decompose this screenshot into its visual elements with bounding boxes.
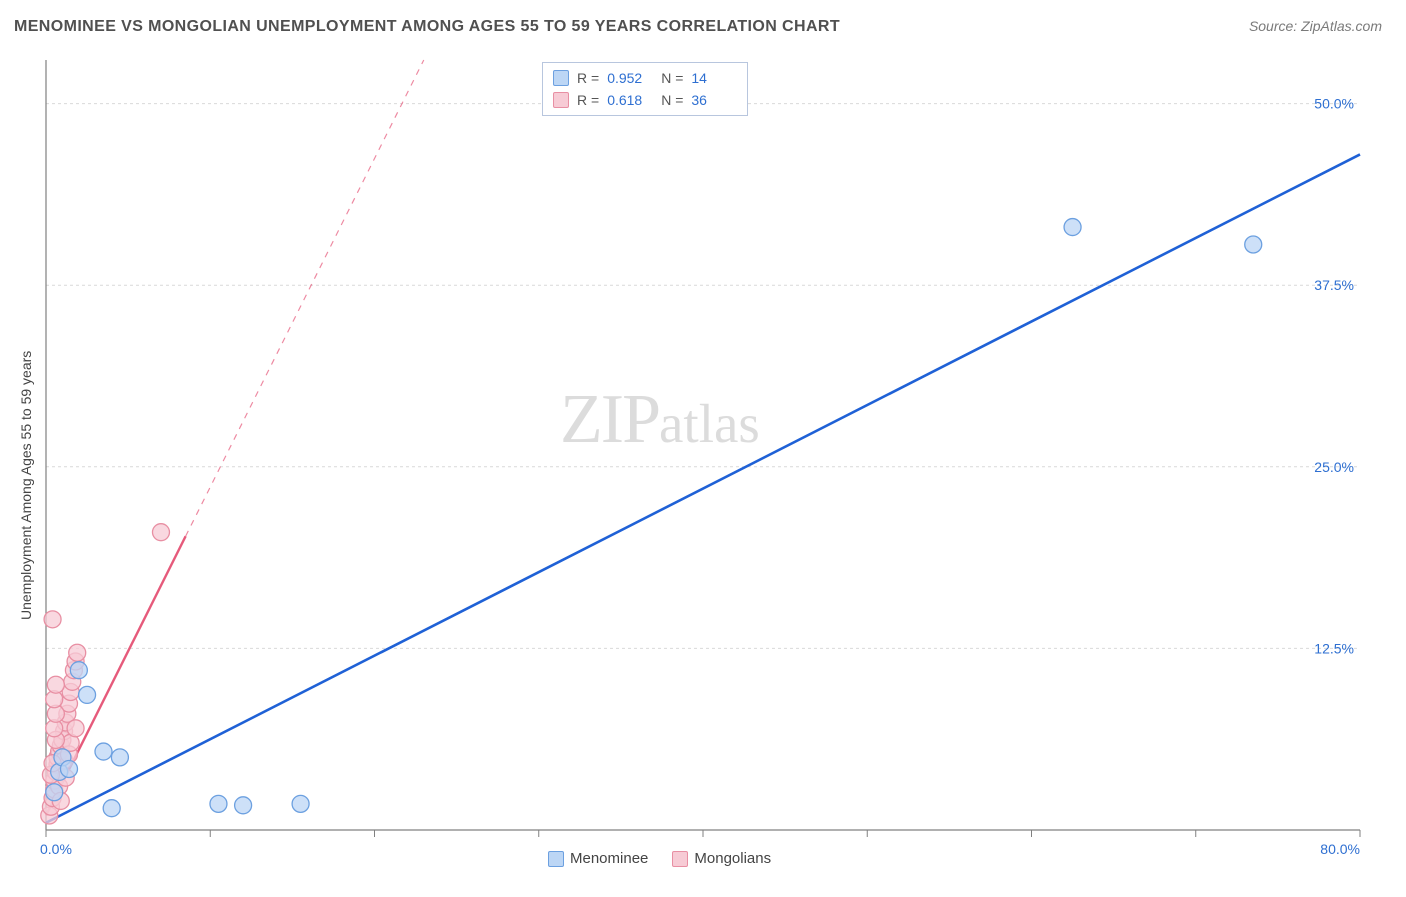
- series-legend: Menominee Mongolians: [548, 850, 771, 867]
- legend-label-mongolians: Mongolians: [694, 850, 771, 867]
- swatch-menominee: [553, 70, 569, 86]
- svg-text:0.0%: 0.0%: [40, 841, 72, 857]
- source-attribution: Source: ZipAtlas.com: [1249, 18, 1382, 34]
- stats-legend: R = 0.952 N = 14 R = 0.618 N = 36: [542, 62, 748, 116]
- n-label: N =: [661, 89, 683, 111]
- svg-text:37.5%: 37.5%: [1314, 277, 1354, 293]
- r-label: R =: [577, 67, 599, 89]
- legend-swatch-menominee: [548, 851, 564, 867]
- correlation-chart: MENOMINEE VS MONGOLIAN UNEMPLOYMENT AMON…: [0, 0, 1406, 892]
- legend-label-menominee: Menominee: [570, 850, 648, 867]
- legend-swatch-mongolians: [672, 851, 688, 867]
- n-value-menominee: 14: [691, 67, 737, 89]
- y-axis-label: Unemployment Among Ages 55 to 59 years: [18, 351, 34, 620]
- n-label: N =: [661, 67, 683, 89]
- stats-row-mongolians: R = 0.618 N = 36: [553, 89, 737, 111]
- chart-title: MENOMINEE VS MONGOLIAN UNEMPLOYMENT AMON…: [14, 18, 840, 36]
- swatch-mongolians: [553, 92, 569, 108]
- legend-item-mongolians: Mongolians: [672, 850, 771, 867]
- svg-text:25.0%: 25.0%: [1314, 459, 1354, 475]
- svg-text:50.0%: 50.0%: [1314, 96, 1354, 112]
- r-value-mongolians: 0.618: [607, 89, 653, 111]
- legend-item-menominee: Menominee: [548, 850, 648, 867]
- stats-row-menominee: R = 0.952 N = 14: [553, 67, 737, 89]
- svg-text:80.0%: 80.0%: [1320, 841, 1360, 857]
- svg-text:12.5%: 12.5%: [1314, 640, 1354, 656]
- r-value-menominee: 0.952: [607, 67, 653, 89]
- r-label: R =: [577, 89, 599, 111]
- plot-svg: 12.5% 25.0% 37.5% 50.0% 0.0% 80.0%: [0, 0, 1406, 892]
- n-value-mongolians: 36: [691, 89, 737, 111]
